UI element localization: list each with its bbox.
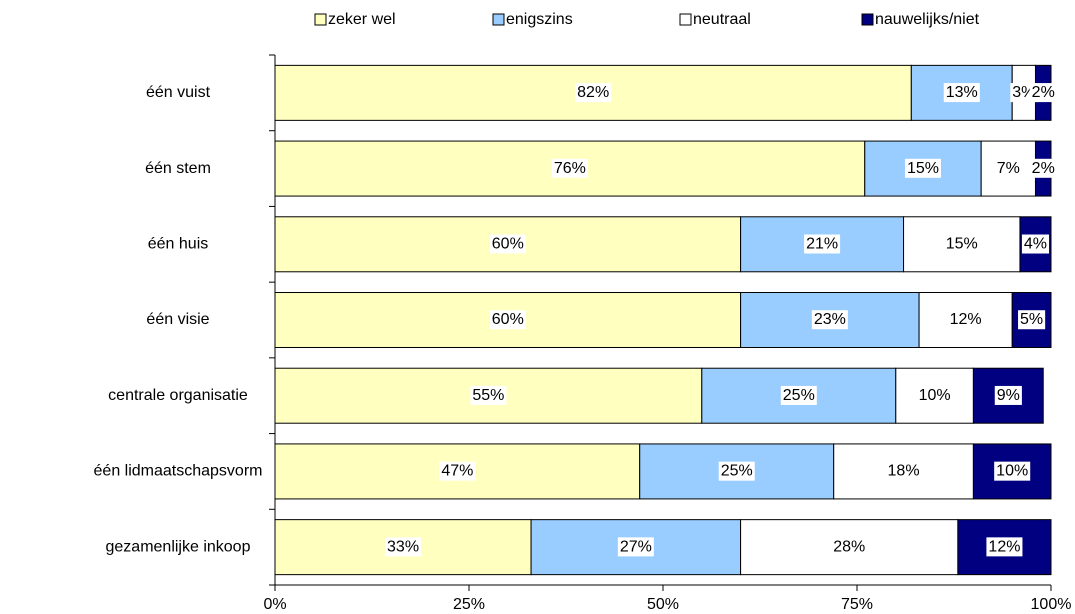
data-label-bg <box>1021 234 1050 254</box>
x-tick-label: 0% <box>263 596 286 613</box>
data-label-bg <box>986 537 1023 557</box>
data-label: 2% <box>1032 84 1055 101</box>
data-label: 3% <box>1012 84 1035 101</box>
x-tick-label: 50% <box>647 596 679 613</box>
data-label-bg <box>1018 310 1046 330</box>
data-label-bg <box>780 385 817 405</box>
data-label-bg <box>994 385 1022 405</box>
data-label: 15% <box>946 236 978 253</box>
data-label: 18% <box>888 463 920 480</box>
data-label: 12% <box>988 538 1020 555</box>
data-label: 15% <box>907 160 939 177</box>
y-tick-label: één visie <box>146 311 209 328</box>
legend-label: neutraal <box>693 11 751 28</box>
data-label-bg <box>994 461 1031 481</box>
data-label-bg <box>994 158 1022 178</box>
data-label: 28% <box>833 538 865 555</box>
data-label: 10% <box>996 463 1028 480</box>
data-label-bg <box>718 461 755 481</box>
data-label-bg <box>1029 158 1057 178</box>
legend-label: zeker wel <box>328 11 396 28</box>
legend-swatch <box>861 13 874 26</box>
y-tick-label: één vuist <box>146 84 211 101</box>
data-label: 47% <box>441 463 473 480</box>
data-label-bg <box>385 537 422 557</box>
data-label-bg <box>885 461 922 481</box>
data-label-bg <box>916 385 953 405</box>
data-label-bg <box>904 158 941 178</box>
legend-label: nauwelijks/niet <box>875 11 980 28</box>
data-label-bg <box>551 158 588 178</box>
y-tick-label: één lidmaatschapsvorm <box>94 463 263 480</box>
data-label-bg <box>1029 83 1057 103</box>
data-label-bg <box>811 310 848 330</box>
data-label-bg <box>943 83 980 103</box>
legend-swatch <box>492 13 505 26</box>
data-label: 60% <box>492 236 524 253</box>
x-tick-label: 25% <box>453 596 485 613</box>
legend-label: enigszins <box>506 11 573 28</box>
data-label: 10% <box>919 387 951 404</box>
legend-swatch <box>314 13 327 26</box>
y-tick-label: één stem <box>145 160 211 177</box>
data-label: 25% <box>783 387 815 404</box>
y-tick-label: één huis <box>148 236 209 253</box>
data-label: 9% <box>997 387 1020 404</box>
data-label: 21% <box>806 236 838 253</box>
x-tick-label: 100% <box>1031 596 1072 613</box>
data-label: 82% <box>577 84 609 101</box>
data-label-bg <box>617 537 654 557</box>
data-label-bg <box>943 234 980 254</box>
legend-swatch <box>679 13 692 26</box>
data-label: 7% <box>997 160 1020 177</box>
data-label: 27% <box>620 538 652 555</box>
data-label: 55% <box>472 387 504 404</box>
data-label: 25% <box>721 463 753 480</box>
data-label-bg <box>947 310 984 330</box>
data-label-bg <box>489 310 526 330</box>
data-label: 4% <box>1024 236 1047 253</box>
data-label-bg <box>804 234 841 254</box>
data-label: 2% <box>1032 160 1055 177</box>
y-tick-label: gezamenlijke inkoop <box>106 538 251 555</box>
data-label: 23% <box>814 311 846 328</box>
data-label-bg <box>439 461 476 481</box>
y-tick-label: centrale organisatie <box>108 387 248 404</box>
data-label: 13% <box>946 84 978 101</box>
data-label-bg <box>831 537 868 557</box>
data-label: 5% <box>1020 311 1043 328</box>
data-label: 12% <box>950 311 982 328</box>
data-label: 33% <box>387 538 419 555</box>
x-tick-label: 75% <box>841 596 873 613</box>
data-label: 76% <box>554 160 586 177</box>
data-label-bg <box>489 234 526 254</box>
data-label-bg <box>470 385 507 405</box>
data-label: 60% <box>492 311 524 328</box>
data-label-bg <box>575 83 612 103</box>
